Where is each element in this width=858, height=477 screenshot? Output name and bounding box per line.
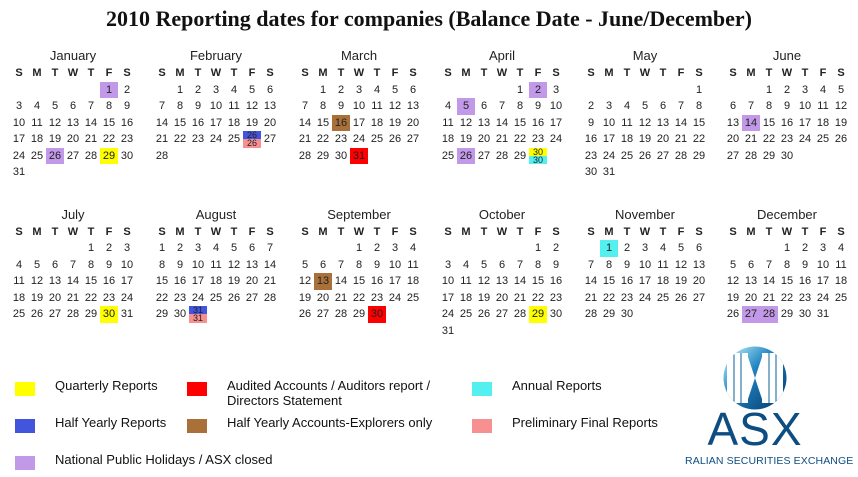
svg-text:AUSTRALIAN SECURITIES EXCHANGE: AUSTRALIAN SECURITIES EXCHANGE bbox=[685, 455, 853, 467]
svg-text:ASX: ASX bbox=[707, 403, 802, 455]
